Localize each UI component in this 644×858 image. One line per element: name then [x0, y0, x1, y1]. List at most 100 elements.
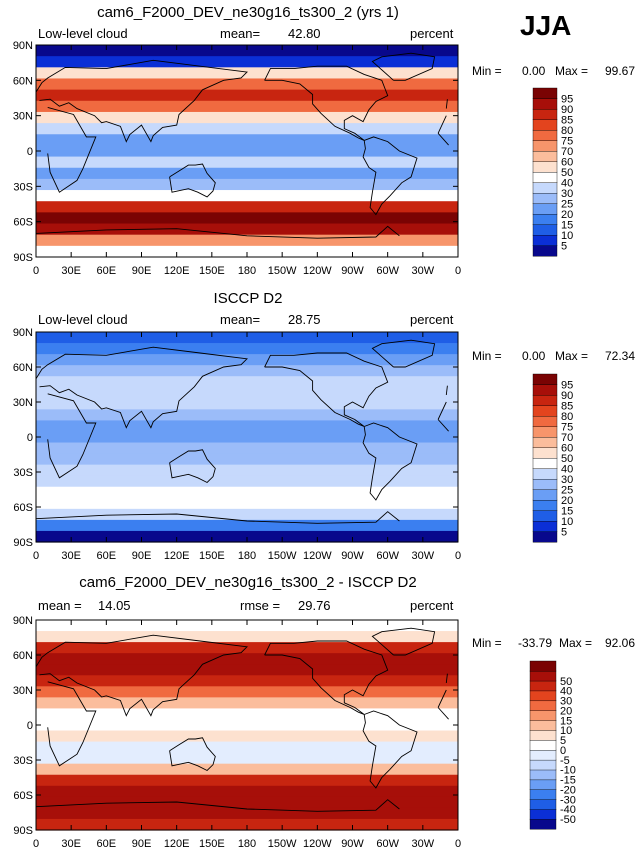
colorbar-level-label: 15 — [561, 220, 573, 232]
lat-tick-label: 90N — [13, 40, 33, 52]
zonal-band-70N — [36, 354, 458, 366]
panel3-units: percent — [410, 598, 454, 613]
coastline-0 — [47, 681, 449, 767]
colorbar-box — [532, 161, 558, 173]
colorbar-level-label: 50 — [561, 453, 573, 465]
colorbar-level-label: 95 — [561, 94, 573, 106]
coastline-6 — [35, 799, 400, 812]
lon-tick-label: 30W — [412, 838, 435, 850]
colorbar-box — [529, 789, 557, 800]
coastline-3 — [362, 710, 418, 789]
lon-tick-label: 150E — [199, 550, 225, 562]
panel2-mean-value: 28.75 — [288, 312, 321, 327]
colorbar-level-label: 50 — [561, 167, 573, 179]
colorbar-level-label: 50 — [560, 676, 572, 688]
colorbar-level-label: 75 — [561, 422, 573, 434]
colorbar-box — [532, 394, 558, 407]
colorbar-level-label: 20 — [561, 495, 573, 507]
coastline-4 — [169, 449, 216, 484]
zonal-band-50N — [36, 664, 458, 676]
colorbar-box — [532, 98, 558, 110]
lon-tick-label: 60W — [376, 550, 399, 562]
colorbar-box — [532, 520, 558, 533]
coastline-1 — [35, 59, 448, 143]
colorbar-box — [532, 405, 558, 417]
colorbar-box — [532, 373, 558, 386]
colorbar-box — [532, 213, 558, 226]
colorbar-level-label: 70 — [561, 432, 573, 444]
colorbar-level-label: 5 — [561, 241, 567, 253]
lon-tick-label: 0 — [455, 550, 461, 562]
colorbar-level-label: -15 — [560, 775, 576, 787]
zonal-band--70N — [36, 223, 458, 236]
lat-tick-label: 30N — [13, 397, 33, 409]
lon-tick-label: 30E — [61, 838, 81, 850]
lat-tick-label: 90S — [13, 825, 33, 837]
lon-tick-label: 0 — [455, 265, 461, 277]
zonal-band--20N — [36, 741, 458, 754]
colorbar-level-label: 10 — [560, 725, 572, 737]
panel3-min-value: -33.79 — [518, 636, 553, 650]
zonal-band-50N — [36, 376, 458, 388]
coastline-0 — [47, 106, 449, 193]
zonal-band--80N — [36, 807, 458, 820]
lon-tick-label: 90W — [341, 550, 364, 562]
zonal-band--50N — [36, 201, 458, 213]
colorbar-level-label: 85 — [561, 115, 573, 127]
colorbar-box — [529, 700, 557, 711]
lat-tick-label: 30S — [13, 181, 33, 193]
coastline-6 — [35, 225, 400, 239]
colorbar-level-label: 90 — [561, 390, 573, 402]
lon-tick-label: 60W — [376, 838, 399, 850]
lat-tick-label: 90S — [13, 252, 33, 264]
colorbar-level-label: 70 — [561, 146, 573, 158]
colorbar-box — [532, 234, 558, 247]
colorbar-box — [532, 182, 558, 194]
zonal-band--30N — [36, 752, 458, 765]
zonal-band-10N — [36, 420, 458, 433]
lat-tick-label: 60N — [13, 362, 33, 374]
zonal-band-10N — [36, 134, 458, 147]
colorbar-level-label: 30 — [561, 188, 573, 200]
zonal-band--30N — [36, 178, 458, 191]
lat-tick-label: 60N — [13, 75, 33, 87]
lon-tick-label: 0 — [33, 838, 39, 850]
zonal-band--80N — [36, 519, 458, 532]
colorbar-box — [529, 818, 557, 830]
zonal-band-0N — [36, 719, 458, 732]
coastline-6 — [35, 511, 400, 524]
colorbar-level-label: 10 — [561, 230, 573, 242]
colorbar-box — [532, 510, 558, 522]
zonal-band--10N — [36, 156, 458, 169]
colorbar-box — [532, 192, 558, 205]
zonal-band-20N — [36, 697, 458, 710]
zonal-band--90N — [36, 245, 458, 258]
colorbar-box — [532, 224, 558, 236]
zonal-band-40N — [36, 100, 458, 113]
colorbar-box — [529, 779, 557, 790]
zonal-band--20N — [36, 167, 458, 180]
zonal-band-90N — [36, 45, 458, 57]
colorbar-level-label: 85 — [561, 401, 573, 413]
coastline-5 — [371, 339, 436, 368]
colorbar-level-label: 20 — [560, 705, 572, 717]
lat-tick-label: 90N — [13, 327, 33, 339]
zonal-band-30N — [36, 398, 458, 410]
zonal-band--20N — [36, 453, 458, 466]
colorbar-box — [529, 759, 557, 771]
lon-tick-label: 180 — [238, 550, 256, 562]
zonal-band--60N — [36, 212, 458, 225]
colorbar-box — [529, 690, 557, 702]
panel1-min-value: 0.00 — [522, 64, 546, 78]
colorbar-box — [529, 799, 557, 810]
lon-tick-label: 0 — [455, 838, 461, 850]
panel1-mean-value: 42.80 — [288, 26, 321, 41]
coastline-3 — [362, 422, 418, 501]
panel1-field-label: Low-level cloud — [38, 26, 128, 41]
lon-tick-label: 30E — [61, 550, 81, 562]
zonal-band-60N — [36, 653, 458, 665]
